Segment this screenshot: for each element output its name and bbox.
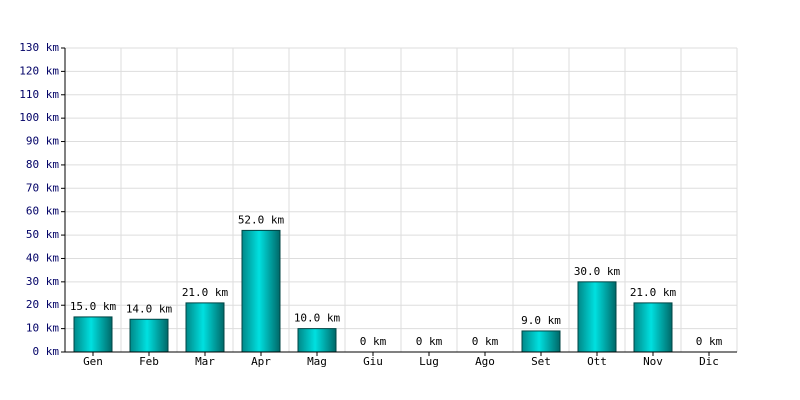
y-tick-label: 130 km [19,41,59,54]
value-label: 14.0 km [126,302,173,315]
bar [73,316,113,353]
y-tick-label: 10 km [26,322,59,335]
value-label: 0 km [360,335,387,348]
y-tick-label: 20 km [26,298,59,311]
y-tick-label: 60 km [26,205,59,218]
y-tick-label: 80 km [26,158,59,171]
y-tick-label: 110 km [19,88,59,101]
value-label: 10.0 km [294,312,341,325]
bar [129,318,169,353]
bar [521,330,561,353]
x-tick-label: Giu [363,355,383,368]
value-label: 21.0 km [630,286,677,299]
x-tick-label: Dic [699,355,719,368]
value-label: 52.0 km [238,213,285,226]
x-tick-label: Mar [195,355,215,368]
x-tick-label: Ago [475,355,495,368]
y-tick-label: 50 km [26,228,59,241]
value-label: 30.0 km [574,265,621,278]
y-tick-label: 90 km [26,135,59,148]
value-label: 15.0 km [70,300,117,313]
bar [633,302,673,353]
x-tick-label: Apr [251,355,271,368]
value-label: 0 km [472,335,499,348]
y-tick-label: 0 km [33,345,60,358]
bar [241,229,281,353]
value-label: 0 km [416,335,443,348]
value-label: 0 km [696,335,723,348]
x-tick-label: Nov [643,355,663,368]
y-tick-label: 100 km [19,111,59,124]
x-tick-label: Gen [83,355,103,368]
bar [185,302,225,353]
x-tick-label: Lug [419,355,439,368]
y-tick-label: 70 km [26,181,59,194]
bar [577,281,617,353]
value-label: 21.0 km [182,286,229,299]
value-label: 9.0 km [521,314,561,327]
y-tick-label: 120 km [19,64,59,77]
x-tick-label: Ott [587,355,607,368]
x-tick-label: Mag [307,355,327,368]
x-tick-label: Feb [139,355,159,368]
y-tick-label: 30 km [26,275,59,288]
y-tick-label: 40 km [26,251,59,264]
bar [297,328,337,353]
x-tick-label: Set [531,355,551,368]
